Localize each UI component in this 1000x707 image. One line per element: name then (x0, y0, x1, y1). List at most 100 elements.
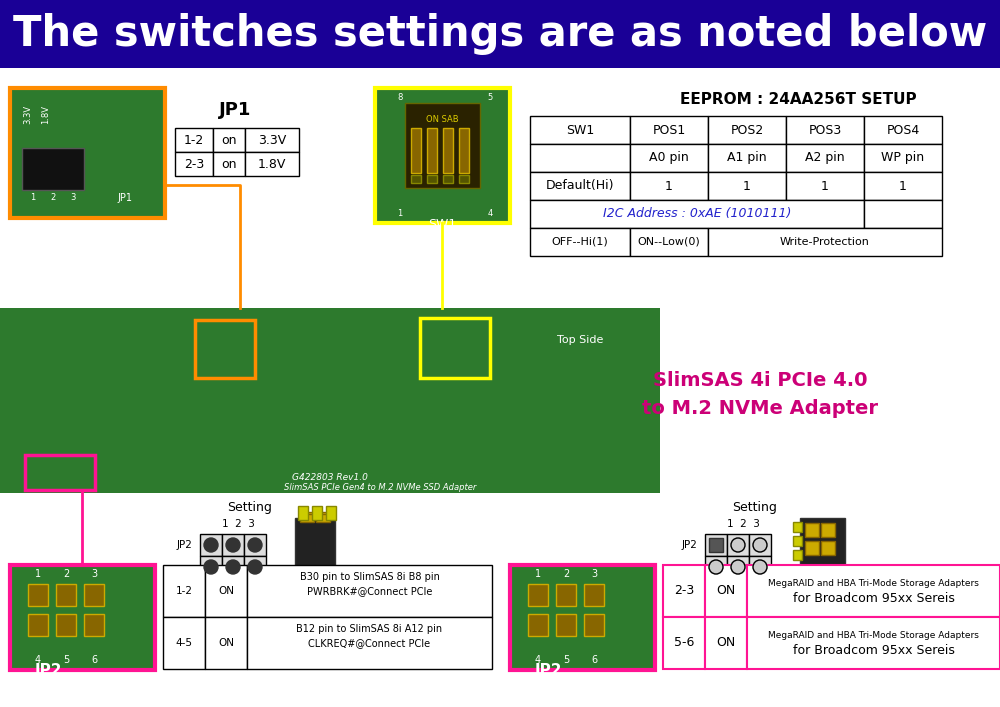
Bar (375, 88, 510, 223)
Bar (427, 175, 437, 183)
Bar (663, 565, 705, 617)
Text: 8: 8 (397, 93, 403, 102)
Text: Setting: Setting (733, 501, 777, 515)
Text: MegaRAID and HBA Tri-Mode Storage Adapters: MegaRAID and HBA Tri-Mode Storage Adapte… (768, 631, 979, 641)
Bar (247, 565, 492, 617)
Bar (443, 175, 453, 183)
Bar (705, 565, 747, 617)
Bar (200, 534, 222, 556)
Bar (298, 506, 308, 520)
Text: EEPROM : 24AA256T SETUP: EEPROM : 24AA256T SETUP (680, 93, 917, 107)
Bar (205, 565, 247, 617)
Bar (786, 144, 864, 172)
Bar (530, 200, 864, 228)
Bar (22, 148, 84, 190)
Text: B30 pin to SlimSAS 8i B8 pin: B30 pin to SlimSAS 8i B8 pin (300, 572, 439, 582)
Bar (0, 0, 1000, 68)
Text: 1: 1 (743, 180, 751, 192)
Bar (821, 523, 835, 537)
Text: 1: 1 (821, 180, 829, 192)
Bar (793, 522, 802, 532)
Text: G422803 Rev1.0: G422803 Rev1.0 (292, 474, 368, 482)
Text: Default(Hi): Default(Hi) (546, 180, 614, 192)
Text: SW1: SW1 (428, 218, 456, 231)
Bar (630, 228, 708, 256)
Bar (0, 308, 660, 493)
Text: ON: ON (716, 585, 736, 597)
Text: 5: 5 (563, 655, 569, 665)
Bar (56, 584, 76, 606)
Text: 5-6: 5-6 (674, 636, 694, 650)
Bar (530, 144, 630, 172)
Bar (584, 584, 604, 606)
Text: POS1: POS1 (652, 124, 686, 136)
Bar (427, 128, 437, 173)
Text: JP2: JP2 (681, 540, 697, 550)
Bar (663, 617, 705, 669)
Bar (705, 534, 727, 556)
Bar (793, 536, 802, 546)
Bar (530, 228, 630, 256)
Text: CLKREQ#@Connect PCIe: CLKREQ#@Connect PCIe (308, 638, 431, 648)
Bar (10, 565, 155, 670)
Text: JP2: JP2 (176, 540, 192, 550)
Bar (28, 584, 48, 606)
Bar (326, 506, 336, 520)
Text: SlimSAS 4i PCIe 4.0
to M.2 NVMe Adapter: SlimSAS 4i PCIe 4.0 to M.2 NVMe Adapter (642, 371, 878, 419)
Text: 1: 1 (899, 180, 907, 192)
Text: POS4: POS4 (886, 124, 920, 136)
Text: OFF--Hi(1): OFF--Hi(1) (552, 237, 608, 247)
Bar (405, 103, 480, 188)
Bar (727, 534, 749, 556)
Bar (864, 172, 942, 200)
Bar (528, 614, 548, 636)
Bar (244, 534, 266, 556)
Text: POS2: POS2 (730, 124, 764, 136)
Bar (200, 556, 222, 578)
Bar (300, 512, 314, 520)
Bar (749, 556, 771, 578)
Text: JP2: JP2 (35, 662, 62, 677)
Circle shape (204, 538, 218, 552)
Text: JP1: JP1 (219, 101, 251, 119)
Circle shape (248, 538, 262, 552)
Text: A1 pin: A1 pin (727, 151, 767, 165)
Bar (28, 614, 48, 636)
Circle shape (248, 560, 262, 574)
Bar (175, 152, 213, 176)
Circle shape (226, 560, 240, 574)
Bar (459, 128, 469, 173)
Bar (630, 172, 708, 200)
Bar (84, 584, 104, 606)
Bar (708, 116, 786, 144)
Text: I2C Address : 0xAE (1010111): I2C Address : 0xAE (1010111) (603, 207, 791, 221)
Bar (312, 506, 322, 520)
Bar (793, 550, 802, 560)
Bar (316, 514, 330, 522)
Text: on: on (221, 134, 237, 146)
Circle shape (753, 538, 767, 552)
Bar (705, 617, 747, 669)
Text: The switches settings are as noted below: The switches settings are as noted below (13, 13, 987, 55)
Bar (300, 514, 314, 522)
Text: 2: 2 (563, 569, 569, 579)
Text: 2: 2 (50, 194, 56, 202)
Text: Top Side: Top Side (557, 335, 603, 345)
Text: ON SAB: ON SAB (426, 115, 458, 124)
Text: 3: 3 (70, 194, 76, 202)
Bar (25, 455, 95, 490)
Bar (411, 175, 421, 183)
Bar (705, 556, 727, 578)
Bar (709, 538, 723, 552)
Text: 1: 1 (665, 180, 673, 192)
Bar (530, 116, 630, 144)
Text: Write-Protection: Write-Protection (780, 237, 870, 247)
Bar (747, 617, 1000, 669)
Text: 4: 4 (487, 209, 493, 218)
Bar (245, 152, 299, 176)
Circle shape (226, 538, 240, 552)
Bar (530, 172, 630, 200)
Bar (528, 584, 548, 606)
Bar (205, 617, 247, 669)
Text: 1  2  3: 1 2 3 (727, 519, 759, 529)
